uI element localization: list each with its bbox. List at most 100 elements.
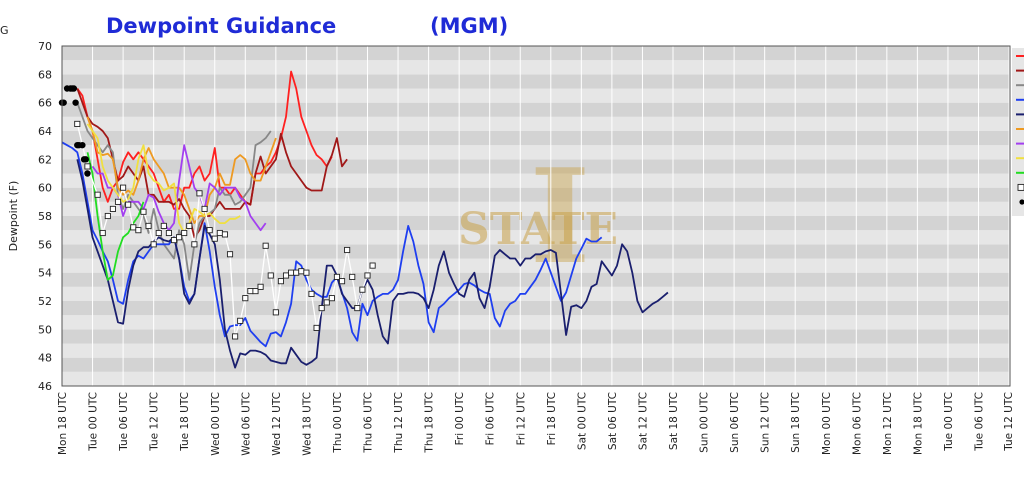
x-tick-label: Sun 12 UTC — [760, 392, 772, 453]
series-marker — [114, 198, 122, 205]
x-tick-label: Sun 00 UTC — [699, 392, 711, 453]
y-tick-label: 48 — [38, 352, 52, 365]
series-marker — [84, 163, 91, 170]
series-line — [76, 102, 272, 281]
series-marker — [272, 309, 279, 316]
series-marker — [247, 288, 254, 295]
series-marker — [109, 205, 116, 212]
series-marker — [104, 212, 111, 220]
y-tick-label: 60 — [38, 182, 52, 195]
plot-band — [62, 301, 1010, 316]
series-marker — [94, 191, 101, 198]
series-marker — [288, 269, 295, 276]
x-tick-label: Tue 12 UTC — [149, 392, 161, 452]
x-tick-label: Thu 06 UTC — [363, 392, 375, 454]
series-marker — [364, 272, 371, 279]
series-line — [86, 123, 241, 234]
series-marker — [318, 305, 325, 312]
chart-subtitle: (MGM) — [430, 14, 508, 38]
series-1 — [76, 88, 348, 239]
x-tick-label: Tue 00 UTC — [88, 392, 100, 452]
legend-swatch — [1017, 183, 1024, 191]
plot-band — [62, 187, 1010, 202]
y-axis-title: Dewpoint (F) — [7, 181, 20, 252]
x-tick-label: Sat 12 UTC — [637, 392, 649, 450]
series-marker — [267, 272, 274, 279]
x-tick-label: Thu 00 UTC — [332, 392, 344, 454]
series-marker — [262, 242, 269, 249]
x-tick-label: Sat 18 UTC — [668, 392, 680, 450]
series-marker — [196, 190, 203, 197]
series-marker — [282, 272, 290, 279]
plot-band — [62, 60, 1010, 75]
plot-band — [62, 201, 1010, 216]
series-marker — [252, 288, 259, 295]
series-marker — [99, 229, 106, 237]
x-tick-label: Thu 18 UTC — [424, 392, 436, 454]
series-marker — [160, 222, 167, 229]
series-marker — [150, 241, 157, 248]
series-marker — [313, 324, 320, 331]
series-5 — [86, 116, 277, 224]
x-tick-label: Wed 00 UTC — [210, 392, 222, 456]
x-tick-label: Mon 00 UTC — [821, 392, 833, 455]
x-tick-label: Wed 12 UTC — [271, 392, 283, 456]
x-tick-label: Tue 12 UTC — [1003, 392, 1015, 452]
plot-band — [62, 74, 1010, 89]
series-marker — [323, 299, 330, 306]
y-axis-ticks: 46 48 50 52 54 56 58 60 62 64 66 68 70 — [38, 40, 52, 393]
series-marker — [191, 241, 198, 248]
series-8 — [86, 152, 145, 281]
series-marker — [298, 268, 305, 275]
series-marker — [257, 283, 264, 290]
x-tick-label: Fri 00 UTC — [454, 392, 466, 445]
x-tick-label: Wed 06 UTC — [240, 392, 252, 456]
y-tick-label: 46 — [38, 380, 52, 393]
series-marker — [155, 229, 162, 237]
observation-dot — [79, 141, 86, 149]
series-marker — [206, 227, 213, 234]
x-tick-label: Mon 12 UTC — [882, 392, 894, 455]
corner-letter: G — [0, 24, 9, 37]
x-tick-label: Tue 06 UTC — [118, 392, 130, 452]
series-marker — [359, 286, 366, 293]
series-marker — [145, 222, 152, 229]
series-marker — [242, 295, 249, 302]
series-4 — [76, 159, 669, 369]
y-tick-label: 52 — [38, 295, 52, 308]
series-line — [76, 70, 333, 210]
series-line — [76, 159, 669, 369]
series-marker — [237, 317, 244, 324]
x-tick-label: Thu 12 UTC — [393, 392, 405, 454]
observation-dot — [84, 170, 91, 177]
series-marker — [170, 237, 178, 244]
plot-band — [62, 46, 1010, 61]
x-tick-label: Mon 06 UTC — [851, 392, 863, 455]
x-tick-label: Mon 18 UTC — [57, 392, 69, 455]
plot-frame — [61, 45, 1011, 387]
series-marker — [226, 251, 234, 258]
series-marker — [211, 235, 218, 242]
series-marker — [165, 229, 172, 237]
series-marker — [74, 120, 81, 127]
x-tick-label: Sat 00 UTC — [576, 392, 588, 450]
series-marker — [181, 229, 188, 237]
series-marker — [176, 234, 183, 241]
plot-band — [62, 131, 1010, 146]
plot-band — [62, 159, 1010, 174]
watermark-letter: I — [530, 140, 591, 293]
series-9 — [74, 120, 376, 340]
series-marker — [120, 184, 127, 191]
series-marker — [125, 201, 132, 208]
x-tick-label: Tue 18 UTC — [179, 392, 191, 452]
plot-band — [62, 286, 1010, 301]
series-marker — [216, 229, 223, 237]
legend — [1012, 48, 1024, 216]
plot-band — [62, 315, 1010, 330]
x-tick-label: Mon 18 UTC — [912, 392, 924, 455]
series-marker — [369, 262, 376, 269]
series-marker — [349, 273, 356, 280]
series-line — [91, 144, 267, 232]
